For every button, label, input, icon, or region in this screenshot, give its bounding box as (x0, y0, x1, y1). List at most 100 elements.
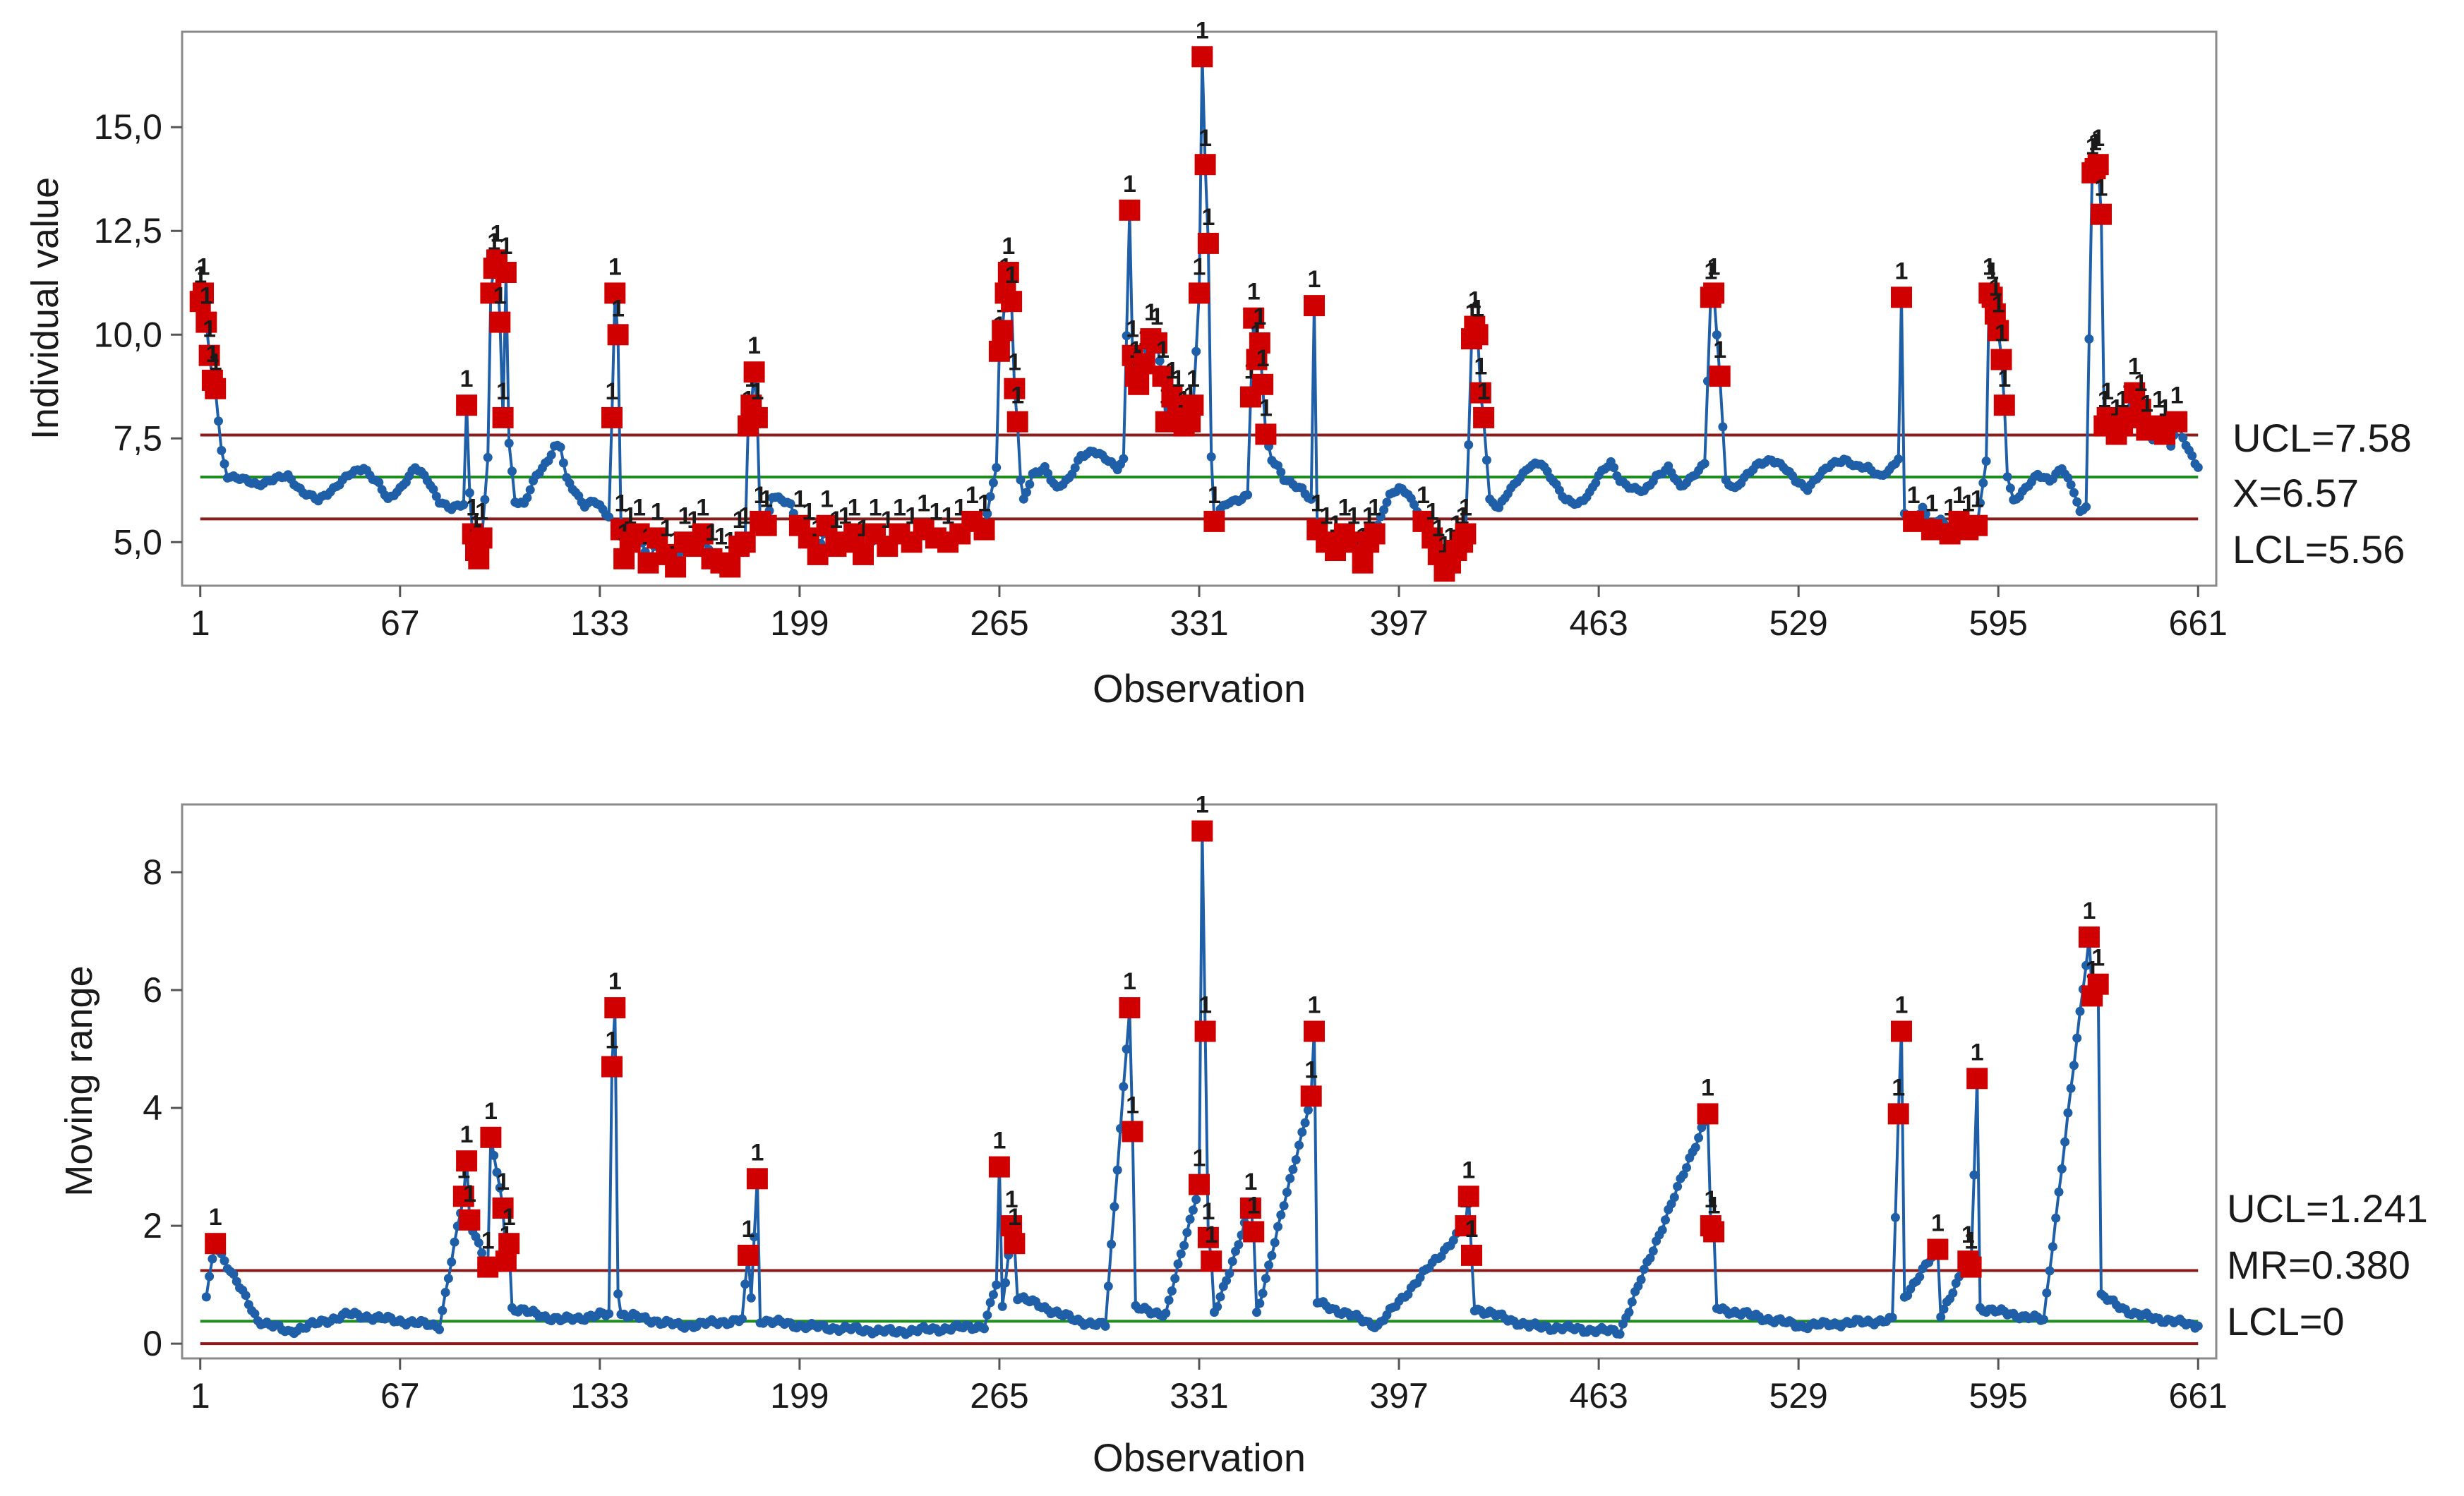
individuals-flag-label: 1 (1208, 482, 1221, 509)
moving-range-data-point (997, 1301, 1007, 1311)
moving-range-data-point (750, 1232, 759, 1242)
individuals-data-point (2066, 480, 2076, 490)
moving-range-flagged-point (1697, 1103, 1719, 1125)
individuals-data-point (1119, 454, 1129, 464)
individuals-flagged-point (1891, 286, 1912, 308)
moving-range-data-point (1657, 1225, 1667, 1235)
moving-range-flagged-point (1194, 1020, 1216, 1042)
individuals-flag-label: 1 (1961, 490, 1975, 517)
individuals-flag-label: 1 (696, 495, 709, 521)
moving-range-data-point (1673, 1181, 1683, 1191)
moving-range-data-point (208, 1254, 217, 1264)
individuals-flag-label: 1 (1707, 253, 1721, 280)
individuals-data-point (525, 485, 535, 495)
individuals-flagged-point (1128, 373, 1150, 395)
moving-range-data-point (489, 1150, 499, 1160)
individuals-flagged-point (604, 282, 626, 304)
moving-range-data-point (1264, 1260, 1274, 1270)
individuals-flag-label: 1 (193, 262, 207, 289)
moving-range-data-point (2193, 1321, 2203, 1331)
moving-range-data-point (438, 1305, 447, 1315)
moving-range-data-point (1969, 1170, 1979, 1180)
moving-range-data-point (2063, 1108, 2073, 1118)
individuals-y-tick-label: 5,0 (113, 522, 162, 562)
individuals-data-point (786, 499, 795, 509)
moving-range-data-point (1179, 1241, 1189, 1250)
individuals-flagged-point (2166, 411, 2188, 433)
individuals-flag-label: 1 (829, 507, 843, 533)
moving-range-data-point (1948, 1288, 1958, 1298)
individuals-flagged-point (1364, 523, 1386, 545)
individuals-data-point (464, 488, 474, 497)
individuals-flagged-point (1252, 373, 1274, 395)
individuals-flag-label: 1 (942, 502, 955, 529)
moving-range-flag-label: 1 (606, 1027, 619, 1054)
moving-range-flagged-point (1300, 1085, 1322, 1107)
individuals-flagged-point (1988, 320, 2009, 342)
individuals-flag-label: 1 (869, 495, 882, 521)
individuals-flag-label: 1 (754, 482, 767, 509)
individuals-flag-label: 1 (2140, 391, 2153, 418)
moving-range-center-label: MR=0.380 (2227, 1243, 2410, 1287)
moving-range-data-point (1188, 1205, 1198, 1215)
moving-range-flagged-point (604, 997, 626, 1019)
moving-range-flag-label: 1 (1707, 1193, 1721, 1219)
moving-range-data-point (613, 1289, 623, 1299)
moving-range-flagged-point (1001, 1215, 1023, 1237)
moving-range-x-tick-label: 331 (1170, 1376, 1228, 1416)
moving-range-x-tick-label: 133 (570, 1376, 629, 1416)
moving-range-data-point (1282, 1188, 1292, 1198)
individuals-flag-label: 1 (1144, 299, 1158, 326)
individuals-data-point (2081, 502, 2091, 512)
individuals-flag-label: 1 (1426, 498, 1439, 525)
individuals-data-point (2072, 497, 2082, 507)
moving-range-flagged-point (1960, 1256, 1982, 1278)
individuals-data-point (2005, 483, 2015, 493)
moving-range-flagged-point (452, 1186, 474, 1207)
individuals-flagged-point (1119, 199, 1141, 221)
individuals-flagged-point (1004, 378, 1026, 399)
moving-range-flag-label: 1 (742, 1216, 755, 1243)
moving-range-flag-label: 1 (1971, 1039, 1984, 1066)
moving-range-data-point (1191, 1195, 1201, 1205)
individuals-flag-label: 1 (209, 349, 222, 376)
moving-range-x-tick-label: 199 (770, 1376, 829, 1416)
individuals-data-point (1894, 454, 1904, 464)
moving-range-data-point (1110, 1202, 1119, 1212)
moving-range-data-point (1639, 1265, 1649, 1274)
moving-range-flag-label: 1 (1308, 992, 1321, 1019)
moving-range-x-axis: 1 67 133 199 265 331 397 463 529 595 661 (191, 1358, 2228, 1416)
moving-range-flag-label: 1 (1123, 968, 1136, 995)
moving-range-data-point (1669, 1193, 1679, 1202)
moving-range-data-point (1636, 1274, 1646, 1284)
individuals-flagged-point (1152, 366, 1174, 387)
moving-range-data-point (1273, 1221, 1282, 1231)
individuals-data-point (2069, 488, 2079, 497)
individuals-flagged-point (2087, 154, 2109, 176)
moving-range-data-point (1170, 1274, 1180, 1284)
moving-range-flagged-point (1122, 1121, 1143, 1142)
individuals-flagged-point (746, 406, 768, 428)
individuals-flagged-point (1304, 295, 1325, 317)
individuals-flag-label: 1 (2128, 354, 2141, 380)
moving-range-flag-label: 1 (1304, 1056, 1318, 1083)
individuals-flagged-point (628, 523, 650, 545)
moving-range-data-point (1227, 1257, 1237, 1266)
individuals-flag-label: 1 (2152, 387, 2165, 414)
moving-range-flagged-point (205, 1233, 227, 1255)
individuals-flag-label: 1 (2170, 382, 2184, 409)
moving-range-flagged-point (1887, 1103, 1909, 1125)
moving-range-data-point (1279, 1201, 1289, 1211)
moving-range-flag-label: 1 (1961, 1221, 1975, 1248)
individuals-flag-label: 1 (203, 316, 216, 343)
individuals-x-tick-label: 661 (2169, 603, 2228, 643)
individuals-flag-label: 1 (1011, 382, 1024, 409)
individuals-flag-label: 1 (733, 507, 746, 533)
moving-range-data-point (992, 1280, 1002, 1290)
moving-range-x-tick-label: 463 (1569, 1376, 1628, 1416)
individuals-flagged-point (1249, 332, 1270, 354)
individuals-flagged-point (1966, 514, 1988, 536)
individuals-data-point (217, 445, 227, 455)
individuals-flag-label: 1 (2134, 370, 2147, 397)
